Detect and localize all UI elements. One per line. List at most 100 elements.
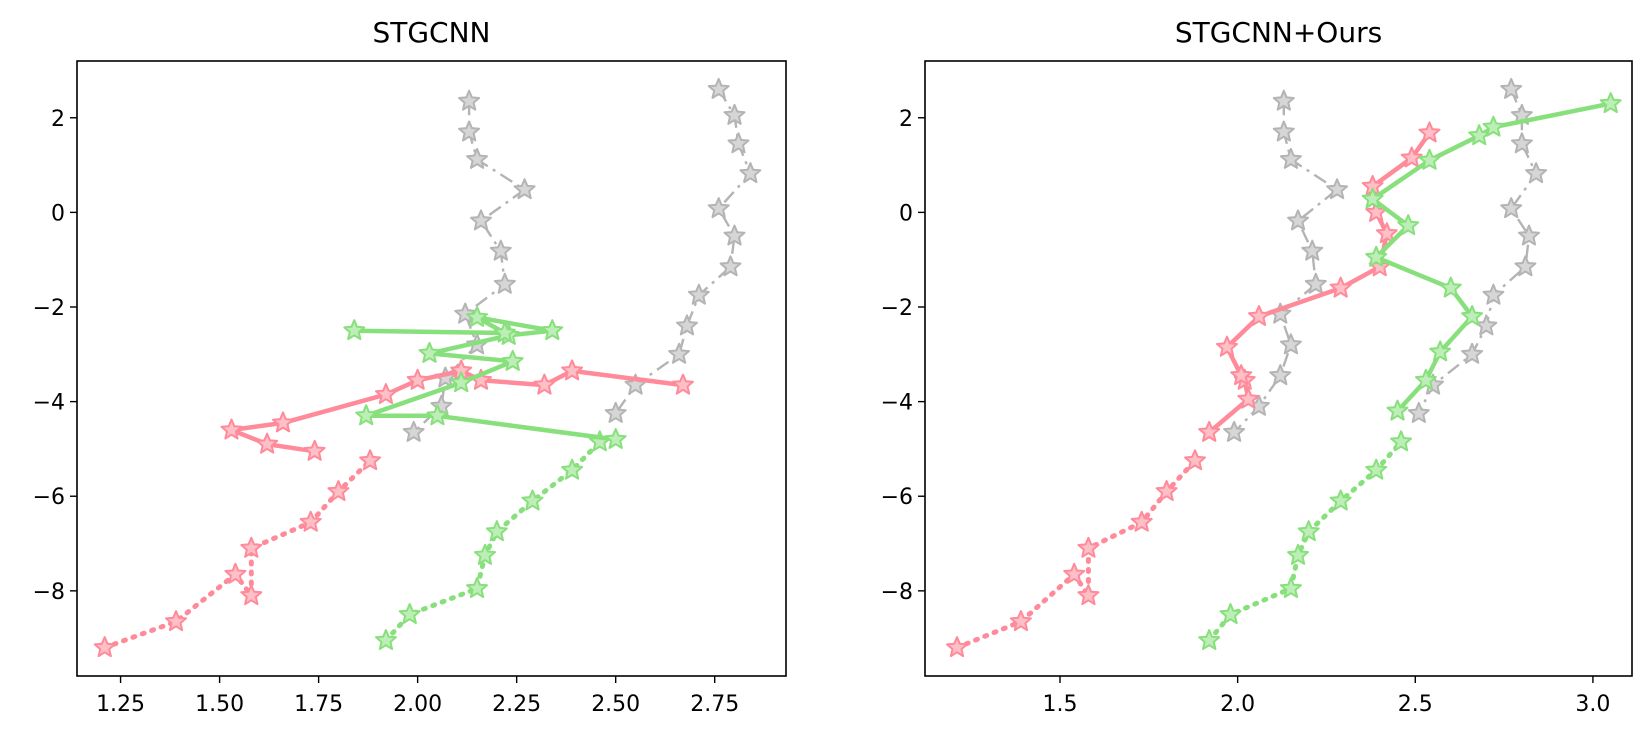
- data-point-star: [1525, 162, 1548, 184]
- data-point-star: [458, 89, 481, 111]
- x-axis: 1.5 2.0 2.5 3.0: [1043, 676, 1610, 717]
- data-point-star: [1279, 577, 1302, 598]
- data-point-star: [402, 420, 425, 442]
- data-point-star: [946, 636, 968, 658]
- subplot-stgcnn-ours: STGCNN+Ours 2 0 −2 −4 −6 −8 1.5 2.0 2.5 3.0: [881, 16, 1633, 717]
- y-tick-label: −2: [881, 296, 913, 321]
- data-point-star: [1287, 543, 1309, 565]
- data-point-star: [1216, 335, 1238, 357]
- data-point-star: [256, 432, 279, 454]
- data-point-star: [474, 543, 496, 565]
- data-point-star: [240, 536, 263, 558]
- x-tick-label: 1.75: [294, 692, 343, 717]
- data-point-star: [1304, 272, 1327, 294]
- series-line: [614, 88, 752, 415]
- axes-frame: [924, 60, 1633, 677]
- data-point-star: [739, 162, 762, 184]
- series-neighbor-a: [1223, 89, 1349, 442]
- data-point-star: [470, 209, 492, 231]
- series-line: [954, 458, 1198, 651]
- data-point-star: [1184, 449, 1206, 471]
- data-point-star: [672, 373, 694, 395]
- data-point-star: [588, 430, 611, 452]
- data-point-star: [299, 510, 322, 532]
- data-point-star: [513, 178, 536, 200]
- data-point-star: [723, 103, 746, 125]
- data-point-star: [220, 418, 243, 440]
- data-point-star: [343, 319, 366, 341]
- data-point-star: [1475, 314, 1498, 336]
- data-point-star: [1329, 276, 1352, 298]
- data-point-star: [676, 314, 698, 336]
- data-point-star: [707, 77, 730, 99]
- data-point-star: [561, 458, 584, 480]
- y-tick-label: −8: [33, 580, 65, 605]
- data-point-star: [561, 359, 584, 381]
- data-point-star: [489, 239, 512, 261]
- x-tick-label: 2.5: [1398, 692, 1433, 717]
- data-point-star: [723, 224, 746, 246]
- data-point-star: [165, 610, 187, 632]
- data-point-star: [493, 321, 516, 343]
- data-point-star: [1386, 399, 1409, 421]
- data-point-star: [426, 404, 449, 426]
- x-tick-label: 2.00: [393, 692, 442, 717]
- y-tick-label: −4: [33, 391, 65, 416]
- data-point-star: [1482, 115, 1505, 137]
- data-point-star: [418, 341, 441, 363]
- data-point-star: [93, 636, 116, 658]
- data-point-star: [359, 449, 382, 471]
- data-point-star: [493, 272, 516, 294]
- x-tick-label: 2.25: [492, 692, 541, 717]
- y-tick-label: −2: [33, 296, 65, 321]
- series-target-a-predicted: [1198, 121, 1441, 442]
- data-point-star: [1468, 124, 1491, 146]
- data-point-star: [1375, 222, 1398, 244]
- data-point-star: [1518, 224, 1540, 246]
- data-point-star: [1279, 147, 1302, 169]
- data-point-star: [1482, 283, 1505, 305]
- data-point-star: [272, 411, 294, 433]
- data-point-star: [466, 305, 488, 327]
- data-point-star: [1365, 458, 1388, 480]
- x-tick-label: 1.50: [195, 692, 244, 717]
- x-tick-label: 2.75: [690, 692, 739, 717]
- y-tick-label: 2: [51, 107, 65, 132]
- data-point-star: [1063, 562, 1086, 584]
- data-point-star: [355, 404, 378, 426]
- x-tick-label: 3.0: [1575, 692, 1610, 717]
- data-point-star: [1500, 197, 1523, 219]
- data-point-star: [533, 373, 556, 395]
- data-point-star: [1272, 120, 1295, 142]
- y-tick-label: −6: [881, 485, 913, 510]
- data-point-star: [1429, 340, 1452, 362]
- data-point-star: [1599, 92, 1622, 114]
- data-point-star: [719, 255, 742, 277]
- y-axis: 2 0 −2 −4 −6 −8: [881, 107, 925, 605]
- x-tick-label: 1.5: [1043, 692, 1078, 717]
- data-point-star: [1407, 401, 1430, 423]
- data-point-star: [375, 383, 397, 404]
- data-point-star: [1418, 148, 1441, 170]
- data-point-star: [406, 368, 429, 390]
- y-axis: 2 0 −2 −4 −6 −8: [33, 107, 77, 605]
- series-neighbor-b: [604, 77, 762, 423]
- data-point-star: [1009, 610, 1032, 632]
- y-tick-label: 0: [899, 201, 913, 226]
- y-tick-label: 0: [51, 201, 65, 226]
- series-neighbor-a: [402, 89, 536, 442]
- data-point-star: [604, 428, 627, 449]
- data-point-star: [1279, 333, 1302, 355]
- series-target-b-predicted: [1361, 92, 1622, 421]
- data-point-star: [327, 480, 350, 501]
- data-point-star: [1365, 245, 1388, 267]
- data-point-star: [521, 489, 544, 511]
- data-point-star: [1198, 420, 1221, 442]
- data-point-star: [1272, 89, 1295, 111]
- subplot-stgcnn: STGCNN 2 0 −2 −4 −6 −8 1.25 1.50 1.75 2.00 2.25 2.…: [33, 16, 787, 717]
- data-point-star: [1269, 364, 1292, 386]
- series-target-b-predicted: [343, 305, 627, 449]
- data-point-star: [303, 439, 326, 461]
- y-tick-label: −6: [33, 485, 65, 510]
